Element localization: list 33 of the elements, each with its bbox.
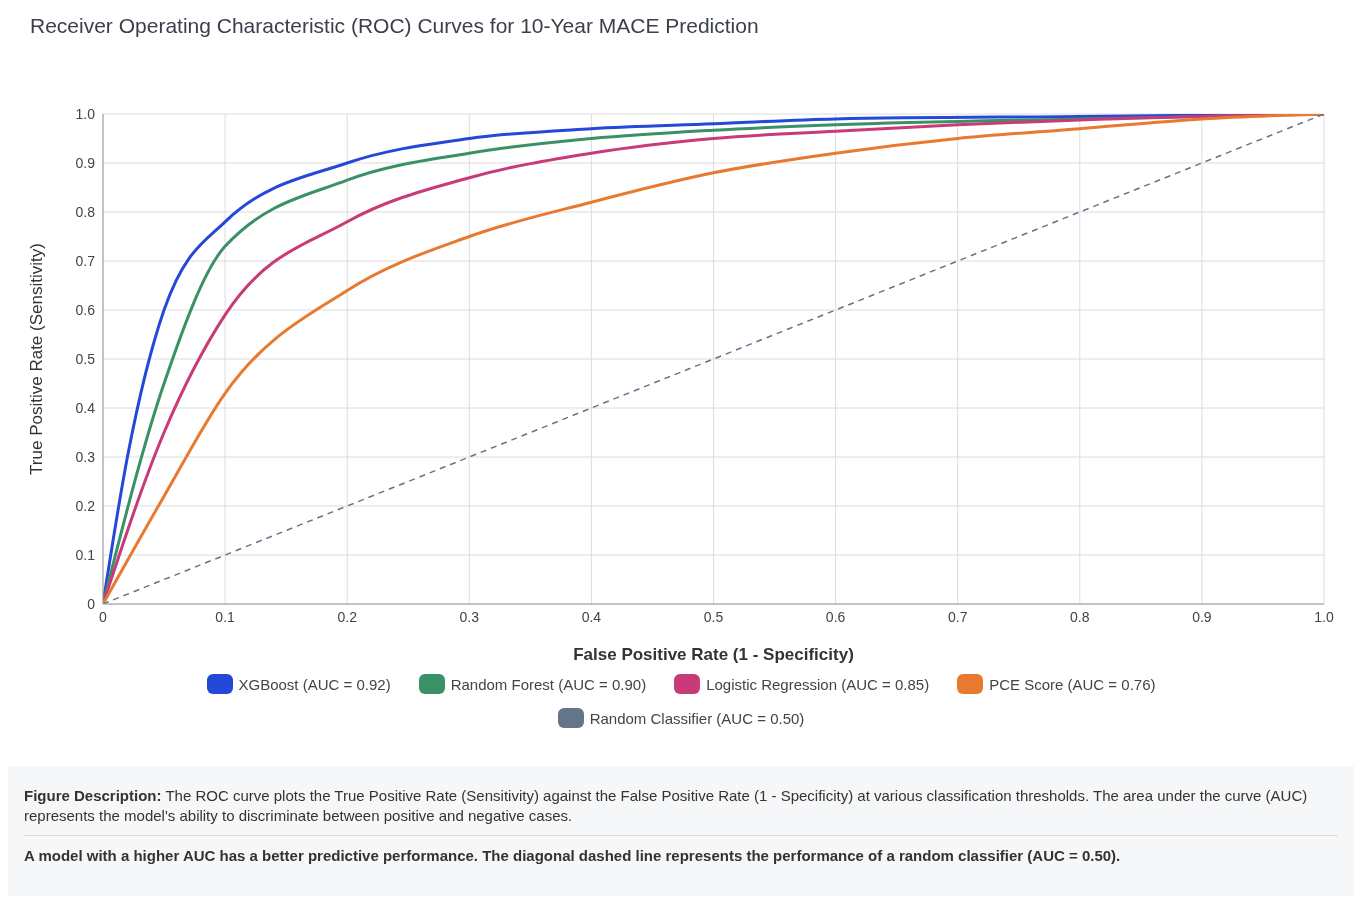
legend-label: XGBoost (AUC = 0.92) (238, 675, 391, 693)
x-tick-label: 0.4 (581, 608, 602, 625)
y-tick-label: 0.6 (75, 301, 96, 318)
y-tick-label: 0.3 (75, 448, 96, 465)
x-tick-label: 0.6 (825, 608, 846, 625)
y-tick-label: 0.4 (75, 399, 96, 416)
y-tick-label: 0.8 (75, 203, 96, 220)
line-series (103, 114, 1324, 604)
y-tick-label: 0.1 (75, 546, 96, 563)
legend-label: Random Classifier (AUC = 0.50) (589, 709, 805, 727)
text: A model with a higher AUC has a better predictive performance. The diagonal dashed line represents the performance of a random classifier (AUC = 0.50). (24, 846, 1122, 866)
x-tick-label: 0 (99, 608, 108, 625)
x-tick-label: 0.9 (1192, 608, 1212, 625)
y-tick-label: 0.9 (75, 154, 96, 171)
y-tick-label: 0.5 (75, 350, 96, 367)
x-tick-label: 0.2 (337, 608, 358, 625)
x-tick-label: 1.0 (1314, 608, 1334, 625)
text: Figure Description: The ROC curve plots the True Positive Rate (Sensitivity) against the False Positive Rate (1 - Specificity) at various classification thresholds. The area under the curve (AUC) represents the model's ability to discriminate between positive and negative cases. (24, 786, 1309, 825)
y-tick-label: 0.7 (75, 252, 96, 269)
x-tick-label: 0.7 (947, 608, 968, 625)
x-tick-label: 0.8 (1070, 608, 1090, 625)
x-tick-label: 0.1 (215, 608, 236, 625)
y-tick-label: 1.0 (75, 105, 96, 122)
legend-label: PCE Score (AUC = 0.76) (989, 675, 1156, 693)
y-axis-title: True Positive Rate (Sensitivity) (27, 243, 47, 475)
y-tick-label: 0.2 (75, 497, 96, 514)
legend-label: Random Forest (AUC = 0.90) (450, 675, 647, 693)
x-tick-label: 0.5 (703, 608, 724, 625)
legend-label: Logistic Regression (AUC = 0.85) (706, 675, 930, 693)
chart-title: Receiver Operating Characteristic (ROC) Curves for 10-Year MACE Prediction (29, 13, 760, 39)
x-tick-label: 0.3 (459, 608, 480, 625)
x-axis-title: False Positive Rate (1 - Specificity) (573, 645, 854, 664)
y-tick-label: 0 (87, 595, 96, 612)
